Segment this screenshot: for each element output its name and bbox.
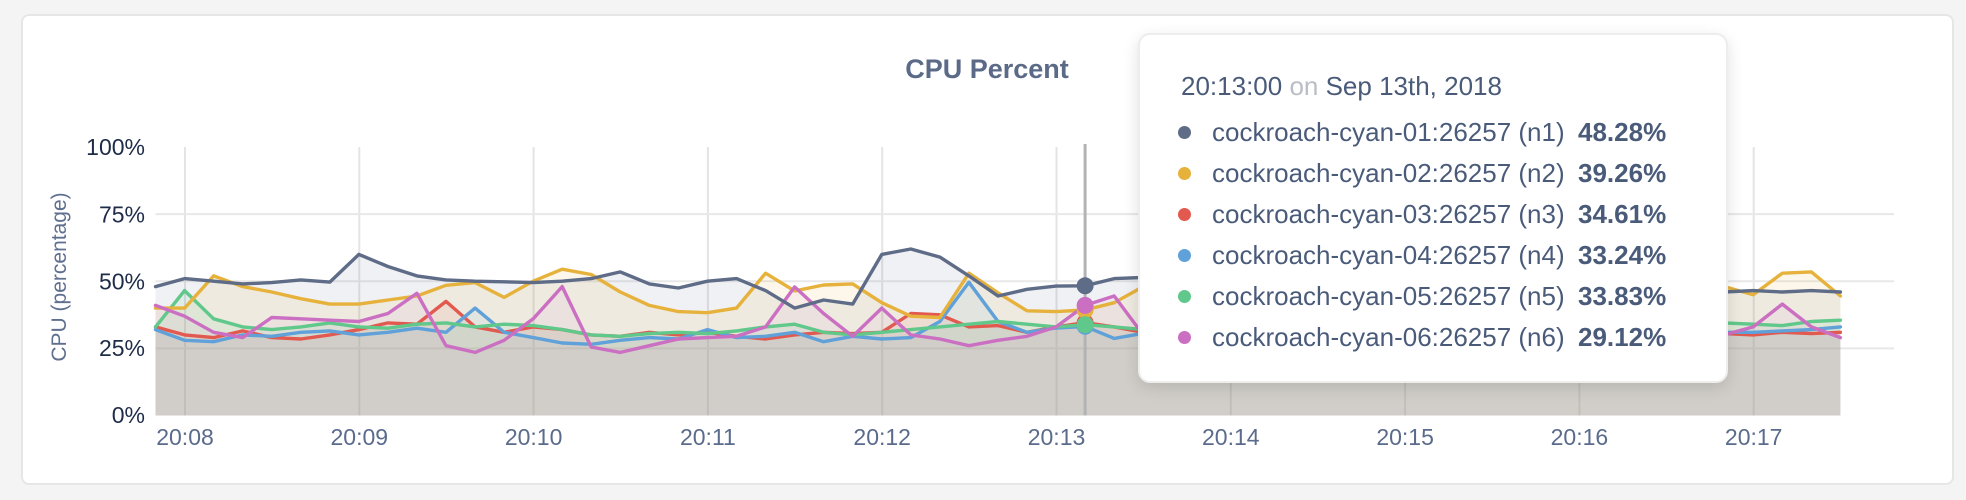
- svg-text:20:17: 20:17: [1725, 424, 1783, 450]
- svg-text:20:15: 20:15: [1376, 424, 1434, 450]
- svg-text:20:10: 20:10: [505, 424, 563, 450]
- svg-text:20:12: 20:12: [853, 424, 911, 450]
- svg-text:20:11: 20:11: [680, 424, 736, 450]
- svg-text:20:08: 20:08: [156, 424, 214, 450]
- svg-text:75%: 75%: [99, 202, 145, 228]
- svg-text:20:13: 20:13: [1028, 424, 1086, 450]
- svg-text:50%: 50%: [99, 268, 145, 294]
- svg-text:20:09: 20:09: [331, 424, 389, 450]
- svg-text:25%: 25%: [99, 335, 145, 361]
- svg-text:20:14: 20:14: [1202, 424, 1260, 450]
- svg-text:CPU (percentage): CPU (percentage): [48, 192, 71, 361]
- svg-text:CPU Percent: CPU Percent: [905, 54, 1069, 84]
- svg-text:100%: 100%: [86, 134, 145, 160]
- svg-text:0%: 0%: [112, 402, 145, 428]
- svg-text:20:16: 20:16: [1551, 424, 1609, 450]
